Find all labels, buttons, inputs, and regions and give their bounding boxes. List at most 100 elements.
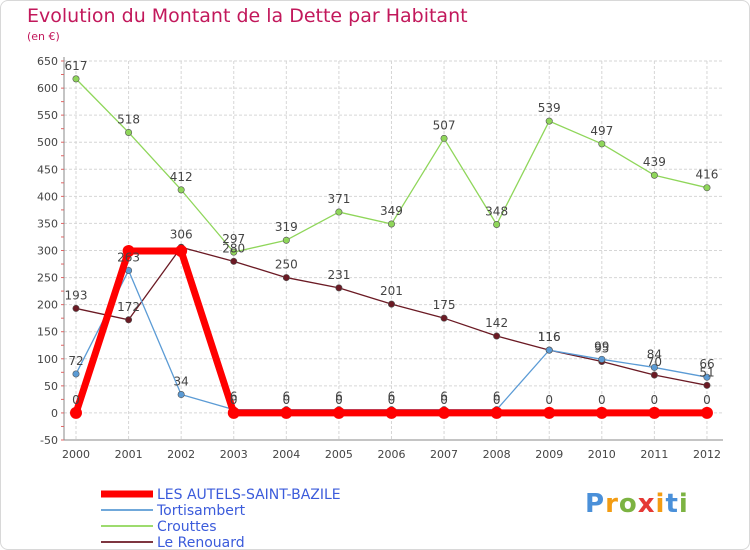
data-point: [440, 134, 448, 142]
y-tick-label: 100: [37, 353, 58, 366]
x-tick-label: 2000: [62, 448, 90, 461]
data-label: 416: [696, 168, 719, 182]
data-point: [543, 406, 556, 419]
y-tick-label: 350: [37, 217, 58, 230]
data-label: 439: [643, 155, 666, 169]
data-label: 84: [647, 347, 662, 361]
data-label: 371: [327, 192, 350, 206]
data-point: [230, 257, 238, 265]
x-tick-label: 2009: [535, 448, 563, 461]
data-label: 0: [72, 393, 80, 407]
data-point: [493, 332, 501, 340]
data-label: 72: [68, 354, 83, 368]
data-label: 193: [65, 288, 88, 302]
logo-letter: P: [585, 489, 606, 519]
series-layer: [70, 75, 713, 419]
data-label: 201: [380, 284, 403, 298]
data-label: 280: [222, 241, 245, 255]
data-label: 34: [174, 375, 189, 389]
data-label: 0: [230, 393, 238, 407]
data-point: [387, 220, 395, 228]
data-point: [595, 406, 608, 419]
data-point: [648, 406, 661, 419]
x-tick-label: 2005: [325, 448, 353, 461]
chart-title: Evolution du Montant de la Dette par Hab…: [27, 5, 468, 27]
data-point: [177, 391, 185, 399]
y-tick-label: -50: [40, 434, 58, 447]
data-label: 0: [440, 393, 448, 407]
logo-letter: t: [665, 489, 679, 519]
data-label: 250: [275, 258, 298, 272]
data-point: [545, 346, 553, 354]
proxiti-logo: Proxiti: [585, 489, 689, 519]
legend: LES AUTELS-SAINT-BAZILETortisambertCrout…: [101, 487, 341, 550]
data-label: 617: [65, 59, 88, 73]
data-label: 0: [598, 393, 606, 407]
x-tick-label: 2004: [272, 448, 300, 461]
data-point: [493, 221, 501, 229]
data-point: [598, 140, 606, 148]
legend-label: LES AUTELS-SAINT-BAZILE: [157, 487, 341, 503]
data-point: [70, 406, 82, 419]
data-label: 412: [170, 170, 193, 184]
y-tick-label: 300: [37, 245, 58, 258]
data-point: [387, 300, 395, 308]
data-point: [230, 248, 238, 256]
data-label: 6: [440, 390, 448, 404]
data-point: [598, 355, 606, 363]
data-point: [650, 371, 658, 379]
data-label: 6: [230, 390, 238, 404]
data-label: 349: [380, 204, 403, 218]
data-point: [72, 304, 80, 312]
data-point: [72, 75, 80, 83]
axis-layer: -500501001502002503003504004505005506006…: [37, 55, 723, 461]
y-tick-label: 50: [44, 380, 58, 393]
data-label: 6: [282, 390, 290, 404]
legend-label: Le Renouard: [157, 535, 245, 550]
x-tick-label: 2006: [377, 448, 405, 461]
data-point: [332, 406, 345, 419]
data-label: 142: [485, 316, 508, 330]
data-label: 95: [594, 341, 609, 355]
data-point: [440, 314, 448, 322]
data-point: [703, 184, 711, 192]
logo-letter: r: [605, 489, 619, 519]
x-tick-label: 2001: [115, 448, 143, 461]
data-point: [72, 370, 80, 378]
data-point: [282, 236, 290, 244]
data-label: 6: [335, 390, 343, 404]
y-tick-label: 600: [37, 82, 58, 95]
data-point: [125, 128, 133, 136]
data-point: [227, 406, 240, 419]
y-tick-label: 0: [51, 407, 58, 420]
data-label: 172: [117, 300, 140, 314]
data-label: 6: [493, 390, 501, 404]
data-label: 497: [590, 124, 613, 138]
data-point: [650, 171, 658, 179]
data-label: 66: [699, 357, 714, 371]
x-tick-label: 2007: [430, 448, 458, 461]
y-tick-label: 400: [37, 190, 58, 203]
legend-label: Tortisambert: [156, 503, 246, 519]
data-label: 0: [545, 393, 553, 407]
data-label: 0: [388, 393, 396, 407]
data-label: 51: [699, 365, 714, 379]
legend-label: Crouttes: [157, 519, 217, 535]
data-point: [175, 245, 188, 258]
data-label: 0: [493, 393, 501, 407]
data-label: 539: [538, 101, 561, 115]
logo-letter: i: [655, 489, 666, 519]
data-label: 6: [388, 390, 396, 404]
data-point: [335, 208, 343, 216]
y-tick-label: 250: [37, 272, 58, 285]
data-label: 507: [433, 118, 456, 132]
data-label: 231: [327, 268, 350, 282]
data-point: [703, 373, 711, 381]
logo-letter: o: [618, 489, 638, 519]
data-point: [177, 186, 185, 194]
data-label: 348: [485, 205, 508, 219]
data-label: 518: [117, 112, 140, 126]
y-tick-label: 450: [37, 163, 58, 176]
